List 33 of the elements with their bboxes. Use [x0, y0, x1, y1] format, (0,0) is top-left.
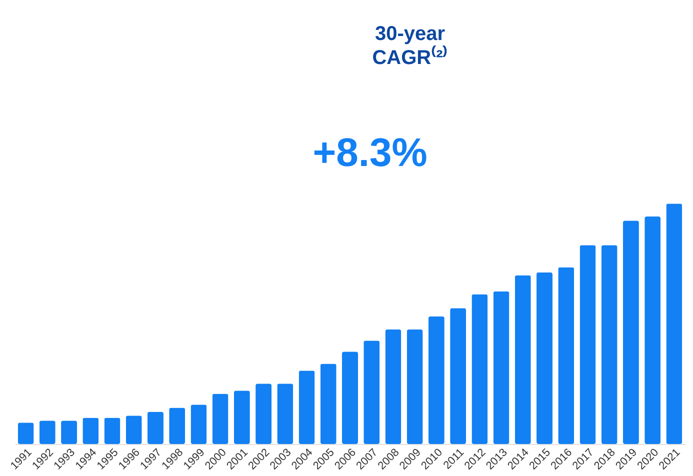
bar [472, 294, 488, 444]
bar [126, 416, 142, 444]
bar [493, 291, 510, 444]
bar [147, 412, 164, 444]
bar [61, 420, 78, 444]
bar [277, 384, 294, 444]
bar [450, 308, 466, 444]
bar [385, 330, 402, 444]
bar [256, 384, 272, 444]
bar [39, 420, 56, 444]
bar [212, 394, 228, 444]
bar [18, 422, 34, 444]
bar [234, 390, 250, 444]
bar [169, 408, 186, 444]
bar [104, 418, 120, 444]
bar [190, 404, 207, 444]
bar [666, 204, 682, 444]
bar [580, 245, 596, 444]
bar [320, 364, 336, 444]
bar [364, 340, 380, 444]
bar [644, 216, 661, 444]
bar [342, 352, 358, 444]
bar [536, 272, 553, 444]
text: 30-year CAGR⁽²⁾ [372, 23, 448, 69]
bar [514, 275, 531, 444]
bar [558, 267, 574, 444]
bar [428, 316, 444, 444]
bar [406, 330, 423, 444]
bar [298, 370, 315, 444]
bar [82, 418, 99, 444]
text: +8.3% [312, 131, 428, 175]
bar [622, 220, 639, 444]
bar [601, 245, 618, 444]
